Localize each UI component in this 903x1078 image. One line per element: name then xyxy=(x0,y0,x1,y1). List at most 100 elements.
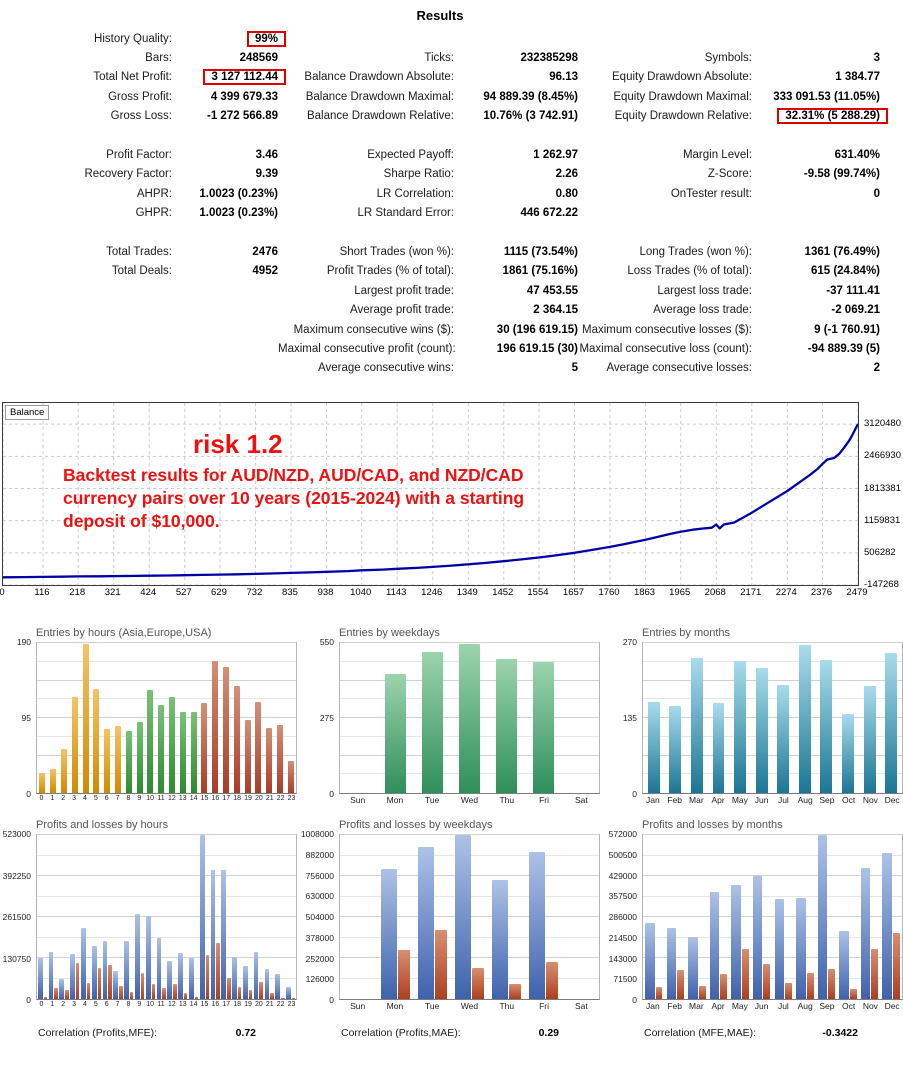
bar-slot xyxy=(772,835,794,1000)
bar-slot xyxy=(729,835,751,1000)
chart-pl-by-months: Profits and losses by months 572000 500500… xyxy=(606,819,903,1011)
stat-label: Equity Drawdown Maximal: xyxy=(613,90,752,103)
bar-slot xyxy=(643,643,665,794)
bar-slot xyxy=(188,643,199,794)
x-tick-label: 15 xyxy=(200,1001,209,1009)
correlation-value: 0.72 xyxy=(235,1027,256,1040)
stat-value: 1361 (76.49%) xyxy=(804,245,880,258)
x-tick-label: 14 xyxy=(189,1001,198,1009)
y-tick-label: 523000 xyxy=(2,829,31,840)
bar xyxy=(741,948,749,1000)
stat-label: Recovery Factor: xyxy=(84,168,172,181)
bar xyxy=(216,943,220,1000)
bar xyxy=(65,989,69,1000)
bar xyxy=(417,846,435,1000)
bar xyxy=(75,962,80,1000)
annotation-heading: risk 1.2 xyxy=(193,429,283,460)
bar xyxy=(242,966,248,1000)
balance-x-label: 938 xyxy=(317,587,334,599)
stat-value: -1 272 566.89 xyxy=(207,110,278,123)
bar xyxy=(129,992,134,1000)
profit-loss-charts-row: Profits and losses by hours 523000 392250 2… xyxy=(0,819,903,1011)
grid-line xyxy=(340,642,599,644)
bar xyxy=(734,661,747,794)
bar-slot xyxy=(156,643,167,794)
x-tick-label: 15 xyxy=(200,795,209,803)
correlation-item: Correlation (MFE,MAE): -0.3422 xyxy=(644,1027,858,1039)
x-tick-label: Feb xyxy=(667,1001,682,1012)
bar xyxy=(178,952,183,1000)
bar xyxy=(205,955,209,1000)
y-tick-label: 0 xyxy=(329,789,334,800)
stat-value: 0 xyxy=(873,187,880,200)
stat-label: Largest loss trade: xyxy=(657,284,752,297)
x-tick-label: Jul xyxy=(777,1001,789,1012)
x-tick-label: 11 xyxy=(157,1001,165,1009)
x-tick-label: 9 xyxy=(137,795,142,803)
stat-label: Margin Level: xyxy=(682,149,752,162)
bar xyxy=(849,989,857,1000)
x-tick-label: Mar xyxy=(689,795,704,806)
bar xyxy=(472,968,485,1000)
y-tick-label: 357500 xyxy=(608,891,637,902)
x-tick-label: Aug xyxy=(797,795,813,806)
bar xyxy=(796,898,806,1000)
balance-x-label: 1246 xyxy=(421,587,443,599)
bar-slot xyxy=(59,835,70,1000)
grid-line xyxy=(37,895,296,897)
stat-label: Balance Drawdown Absolute: xyxy=(304,71,454,84)
bar xyxy=(666,928,677,1000)
x-tick-label: Dec xyxy=(884,1001,900,1012)
stat-value: 1 384.77 xyxy=(835,71,880,84)
x-tick-label: Aug xyxy=(797,1001,813,1012)
bar xyxy=(264,969,270,1000)
bar xyxy=(108,964,112,1000)
bar xyxy=(145,915,151,1000)
y-tick-label: 392250 xyxy=(2,870,31,881)
bar xyxy=(255,702,262,794)
x-tick-label: 1 xyxy=(50,1001,55,1009)
x-tick-label: Oct xyxy=(842,795,856,806)
y-tick-label: 550 xyxy=(319,637,334,648)
chart-plot xyxy=(642,642,903,795)
bar xyxy=(820,660,833,794)
bar xyxy=(266,727,273,794)
bar-slot xyxy=(837,835,859,1000)
x-tick-label: 8 xyxy=(126,795,131,803)
bar-slot xyxy=(794,835,816,1000)
grid-line xyxy=(37,957,296,959)
stat-value: 99% xyxy=(178,30,286,47)
balance-y-label: 506282 xyxy=(864,546,896,558)
y-tick-label: 126000 xyxy=(305,974,334,985)
chart-pl-by-hours: Profits and losses by hours 523000 392250 2… xyxy=(0,819,297,1011)
bar xyxy=(509,984,522,1000)
stat-value: 9 (-1 760.91) xyxy=(814,323,880,336)
bar-slot xyxy=(816,835,838,1000)
balance-y-axis: 3120480 2466930 1813381 1159831 506282 -14726… xyxy=(859,402,903,590)
bar xyxy=(190,711,197,794)
correlations-row: Correlation (Profits,MFE): 0.72 Correlatio… xyxy=(38,1027,903,1039)
correlation-label: Correlation (MFE,MAE): xyxy=(644,1027,757,1040)
chart-title: Entries by weekdays xyxy=(339,627,440,640)
balance-x-label: 527 xyxy=(175,587,192,599)
bar-slot xyxy=(414,643,451,794)
x-tick-label: 12 xyxy=(168,795,176,803)
bar xyxy=(755,668,768,794)
stat-label: Maximum consecutive losses ($): xyxy=(582,323,752,336)
balance-x-label: 0 xyxy=(0,587,5,599)
y-tick-label: 0 xyxy=(632,995,637,1006)
grid-line xyxy=(37,773,296,775)
grid-line xyxy=(643,916,902,918)
bar-slot xyxy=(91,835,102,1000)
stat-value: 9.39 xyxy=(255,168,278,181)
stat-label: Total Net Profit: xyxy=(93,71,172,84)
bar xyxy=(201,703,208,794)
bar-slot xyxy=(285,643,296,794)
stat-label: Profit Factor: xyxy=(106,149,172,162)
bar-slot xyxy=(102,643,113,794)
bars xyxy=(643,835,902,1000)
balance-x-label: 2068 xyxy=(704,587,726,599)
bar-slot xyxy=(80,643,91,794)
grid-line xyxy=(643,977,902,979)
bar-slot xyxy=(751,643,773,794)
